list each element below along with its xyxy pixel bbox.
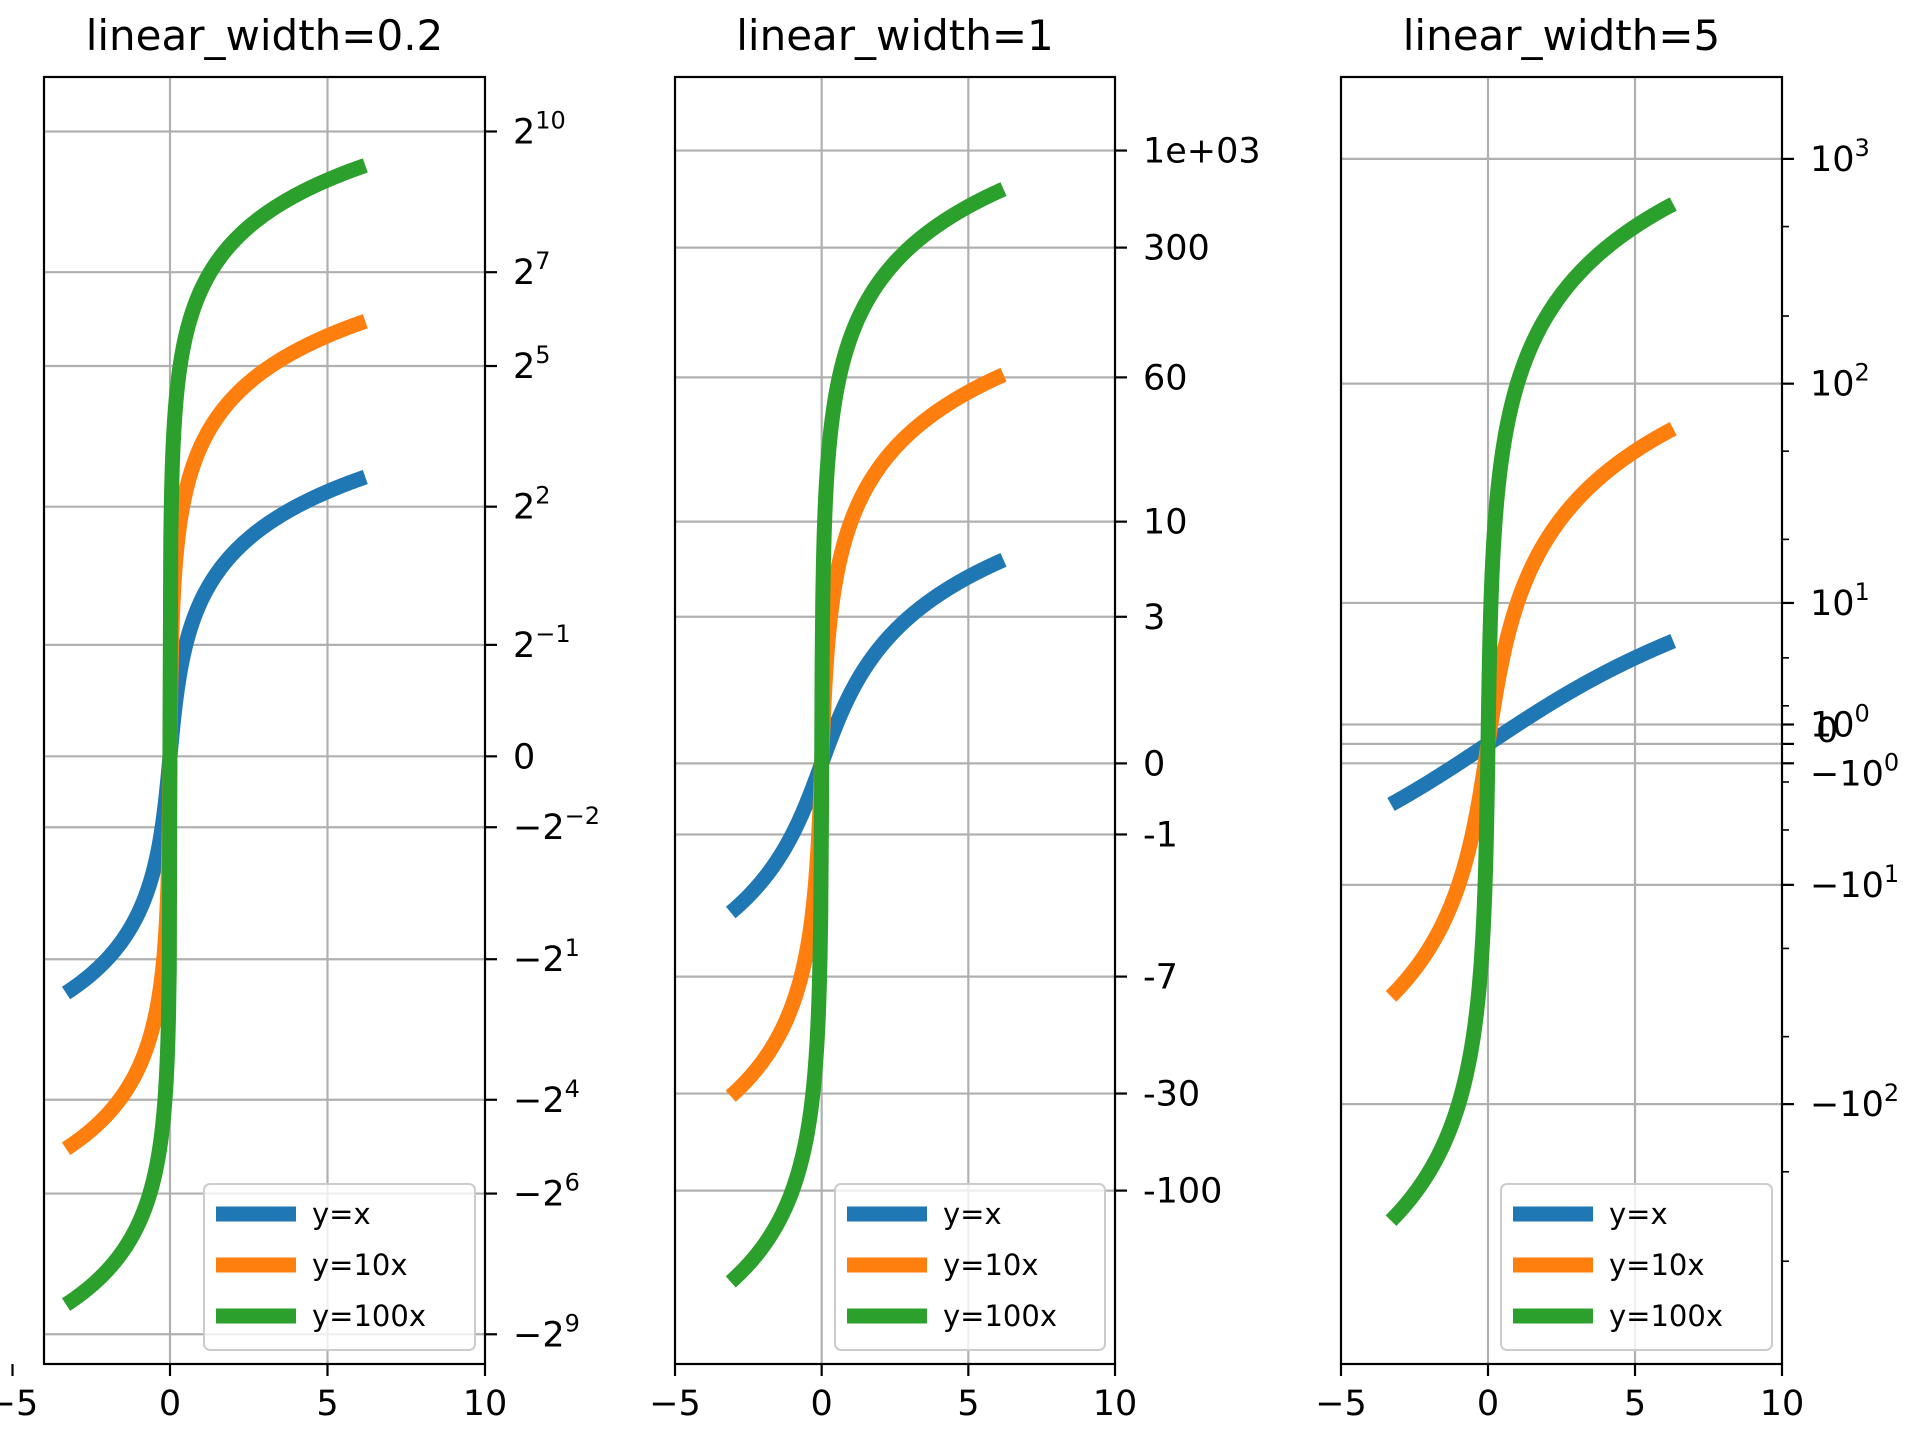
y-tick-label: 10: [1143, 503, 1188, 543]
x-tick-label: −5: [0, 1384, 38, 1424]
legend-label: y=100x: [943, 1299, 1057, 1333]
series-line-y=100x: [723, 181, 1011, 1289]
legend-label: y=10x: [1609, 1248, 1705, 1282]
legend-label: y=10x: [943, 1248, 1039, 1282]
series-line-y=10x: [59, 314, 373, 1156]
y-tick-label: 3: [1143, 598, 1165, 638]
y-tick-exponent: 0: [1855, 700, 1870, 728]
y-tick-exponent: 1: [565, 934, 580, 962]
legend-label: y=x: [1609, 1197, 1668, 1231]
y-tick-label: -30: [1143, 1075, 1200, 1115]
y-tick-label: -1: [1143, 815, 1178, 855]
y-tick-exponent: −2: [565, 802, 600, 830]
y-tick-label: −102: [1810, 1079, 1899, 1125]
y-tick-label: 60: [1143, 358, 1188, 398]
chart-title: linear_width=1: [736, 11, 1053, 60]
legend: y=x y=10x y=100x: [834, 1183, 1106, 1351]
series-line-y=x: [59, 469, 373, 1001]
x-tick-label: 5: [316, 1384, 338, 1424]
y-tick-label: 0: [1816, 711, 1838, 751]
y-tick-label: 2−1: [513, 620, 571, 666]
y-tick-label: -7: [1143, 958, 1178, 998]
series-line-y=100x: [1384, 196, 1681, 1228]
y-tick-label: 0: [1143, 744, 1165, 784]
y-tick-exponent: 3: [1855, 134, 1870, 162]
y-tick-label: −26: [513, 1169, 580, 1215]
y-tick-label: −24: [513, 1075, 580, 1121]
y-tick-exponent: 2: [1884, 1079, 1899, 1107]
chart-title: linear_width=5: [1403, 11, 1720, 60]
y-tick-label: −100: [1810, 748, 1899, 794]
y-tick-exponent: 4: [565, 1075, 580, 1103]
legend-label: y=100x: [1609, 1299, 1723, 1333]
y-tick-label: 210: [513, 106, 566, 152]
panel-2: linear_width=1 −5 0 5 10 1e+03 300 60 10 3 0 -1 -7 -3…: [649, 11, 1260, 1424]
y-tick-label: −29: [513, 1309, 580, 1355]
y-tick-exponent: 2: [1855, 359, 1870, 387]
axes-frame: [1339, 75, 1784, 1366]
legend: y=x y=10x y=100x: [203, 1183, 476, 1351]
y-tick-label: 25: [513, 341, 551, 387]
legend: y=x y=10x y=100x: [1500, 1183, 1773, 1351]
y-tick-label: 27: [513, 247, 551, 293]
x-tick-label: 0: [1477, 1384, 1499, 1424]
y-tick-label: 300: [1143, 229, 1210, 269]
y-tick-label: 0: [513, 737, 535, 777]
x-tick-label: 5: [1624, 1384, 1646, 1424]
y-tick-exponent: 5: [535, 341, 550, 369]
y-tick-exponent: 1: [1855, 578, 1870, 606]
x-tick-label: −5: [1315, 1384, 1367, 1424]
y-tick-label: -100: [1143, 1172, 1222, 1212]
y-tick-label: 103: [1810, 134, 1870, 180]
x-tick-label: 0: [159, 1384, 181, 1424]
x-tick-label: −5: [649, 1384, 701, 1424]
legend-label: y=x: [943, 1197, 1002, 1231]
x-tick-label: 0: [811, 1384, 833, 1424]
series-line-y=x: [1384, 633, 1681, 812]
series-line-y=10x: [1384, 421, 1681, 1004]
x-tick-label: 10: [1093, 1384, 1138, 1424]
y-tick-exponent: 7: [535, 247, 550, 275]
chart-title: linear_width=0.2: [86, 11, 444, 60]
panel-3: linear_width=5−5 0 5 101031021011000−100−10…: [1315, 11, 1899, 1424]
y-tick-label: −2−2: [513, 802, 600, 848]
x-tick-label: 10: [1760, 1384, 1805, 1424]
y-tick-exponent: 0: [1884, 748, 1899, 776]
y-tick-exponent: 10: [535, 106, 566, 134]
series-line-y=100x: [59, 158, 373, 1312]
y-tick-exponent: 9: [565, 1309, 580, 1337]
series-line-y=x: [723, 552, 1011, 920]
y-tick-label: −21: [513, 934, 580, 980]
series-line-y=10x: [723, 367, 1011, 1104]
legend-label: y=100x: [312, 1299, 426, 1333]
y-tick-label: 101: [1810, 578, 1870, 624]
panel-1: linear_width=0.2−5 0 5 102102725222−10−2−2−…: [0, 11, 600, 1424]
legend-label: y=10x: [312, 1248, 408, 1282]
y-tick-exponent: −1: [535, 620, 570, 648]
legend-label: y=x: [312, 1197, 371, 1231]
x-tick-label: 5: [957, 1384, 979, 1424]
y-tick-exponent: 6: [565, 1169, 580, 1197]
x-tick-label: 10: [463, 1384, 508, 1424]
y-tick-label: −101: [1810, 860, 1899, 906]
axes-frame: [42, 75, 487, 1366]
y-tick-label: 1e+03: [1143, 132, 1261, 172]
y-tick-label: 22: [513, 482, 551, 528]
y-tick-exponent: 2: [535, 482, 550, 510]
y-tick-label: 102: [1810, 359, 1870, 405]
y-tick-exponent: 1: [1884, 860, 1899, 888]
axes-frame: [673, 75, 1117, 1366]
